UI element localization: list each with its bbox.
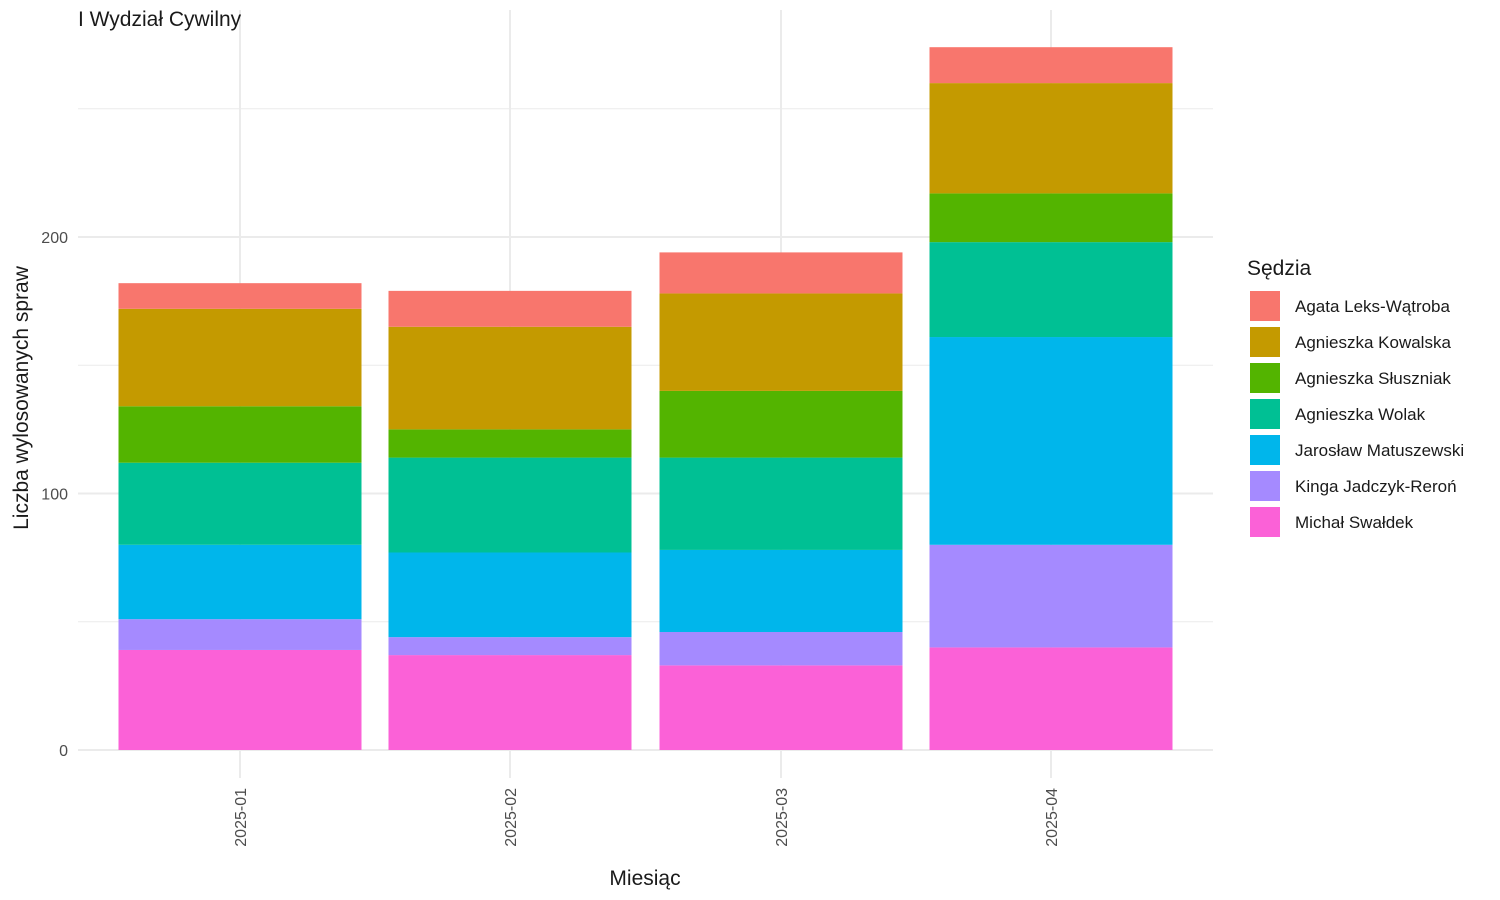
x-tick-label-3: 2025-04 bbox=[1044, 788, 1061, 847]
legend-label-1: Agnieszka Kowalska bbox=[1295, 333, 1451, 352]
bar-segment-2025-03-5 bbox=[659, 632, 903, 666]
y-tick-label-0: 0 bbox=[59, 743, 68, 760]
legend-title: Sędzia bbox=[1247, 257, 1312, 280]
x-tick-label-1: 2025-02 bbox=[503, 788, 520, 847]
bar-segment-2025-04-2 bbox=[929, 193, 1173, 243]
bar-segment-2025-02-6 bbox=[388, 655, 632, 750]
legend-key-1 bbox=[1248, 325, 1282, 359]
bar-segment-2025-01-2 bbox=[118, 406, 362, 463]
bar-segment-2025-02-1 bbox=[388, 326, 632, 430]
bar-segment-2025-02-3 bbox=[388, 457, 632, 553]
bar-segment-2025-02-0 bbox=[388, 290, 632, 327]
bar-segment-2025-01-5 bbox=[118, 619, 362, 650]
x-axis-ticks: 2025-01 2025-02 2025-03 2025-04 bbox=[233, 788, 1061, 847]
legend-label-3: Agnieszka Wolak bbox=[1295, 405, 1426, 424]
bars bbox=[118, 47, 1173, 750]
legend-item-5: Kinga Jadczyk-Reroń bbox=[1248, 469, 1457, 503]
y-axis-title: Liczba wylosowanych spraw bbox=[10, 265, 33, 530]
y-tick-label-1: 100 bbox=[41, 487, 68, 504]
x-tick-label-2: 2025-03 bbox=[774, 788, 791, 847]
bar-segment-2025-04-4 bbox=[929, 337, 1173, 545]
bar-segment-2025-03-1 bbox=[659, 293, 903, 391]
bar-segment-2025-02-4 bbox=[388, 552, 632, 638]
legend-key-4 bbox=[1248, 433, 1282, 467]
legend-item-2: Agnieszka Słuszniak bbox=[1248, 361, 1451, 395]
legend-items: Agata Leks-Wątroba Agnieszka Kowalska Agni… bbox=[1248, 289, 1464, 539]
bar-segment-2025-04-0 bbox=[929, 47, 1173, 84]
legend-label-4: Jarosław Matuszewski bbox=[1295, 441, 1464, 460]
bar-segment-2025-01-3 bbox=[118, 462, 362, 545]
bar-segment-2025-01-6 bbox=[118, 649, 362, 750]
x-tick-label-0: 2025-01 bbox=[233, 788, 250, 847]
legend-item-3: Agnieszka Wolak bbox=[1248, 397, 1426, 431]
bar-segment-2025-01-0 bbox=[118, 283, 362, 309]
bar-segment-2025-04-5 bbox=[929, 544, 1173, 648]
bar-segment-2025-03-6 bbox=[659, 665, 903, 750]
legend-key-6 bbox=[1248, 505, 1282, 539]
legend-key-3 bbox=[1248, 397, 1282, 431]
y-axis-ticks: 0 100 200 bbox=[41, 230, 68, 760]
legend-item-0: Agata Leks-Wątroba bbox=[1248, 289, 1451, 323]
bar-segment-2025-02-5 bbox=[388, 637, 632, 656]
legend: Sędzia Agata Leks-Wątroba Agnieszka Kowal… bbox=[1247, 257, 1464, 539]
legend-key-5 bbox=[1248, 469, 1282, 503]
bar-segment-2025-04-6 bbox=[929, 647, 1173, 750]
bar-segment-2025-03-4 bbox=[659, 549, 903, 633]
legend-label-6: Michał Swałdek bbox=[1295, 513, 1414, 532]
bar-segment-2025-04-3 bbox=[929, 242, 1173, 338]
legend-item-4: Jarosław Matuszewski bbox=[1248, 433, 1464, 467]
chart-title: I Wydział Cywilny bbox=[78, 8, 242, 31]
legend-label-2: Agnieszka Słuszniak bbox=[1295, 369, 1451, 388]
legend-key-2 bbox=[1248, 361, 1282, 395]
bar-segment-2025-02-2 bbox=[388, 429, 632, 458]
legend-label-5: Kinga Jadczyk-Reroń bbox=[1295, 477, 1457, 496]
bar-segment-2025-01-4 bbox=[118, 544, 362, 620]
x-axis-title: Miesiąc bbox=[609, 867, 680, 890]
legend-label-0: Agata Leks-Wątroba bbox=[1295, 297, 1451, 316]
y-tick-label-2: 200 bbox=[41, 230, 68, 247]
bar-segment-2025-03-0 bbox=[659, 252, 903, 294]
legend-item-1: Agnieszka Kowalska bbox=[1248, 325, 1451, 359]
bar-segment-2025-01-1 bbox=[118, 308, 362, 407]
legend-item-6: Michał Swałdek bbox=[1248, 505, 1414, 539]
legend-key-0 bbox=[1248, 289, 1282, 323]
bar-segment-2025-03-3 bbox=[659, 457, 903, 550]
bar-segment-2025-04-1 bbox=[929, 83, 1173, 194]
bar-segment-2025-03-2 bbox=[659, 390, 903, 458]
